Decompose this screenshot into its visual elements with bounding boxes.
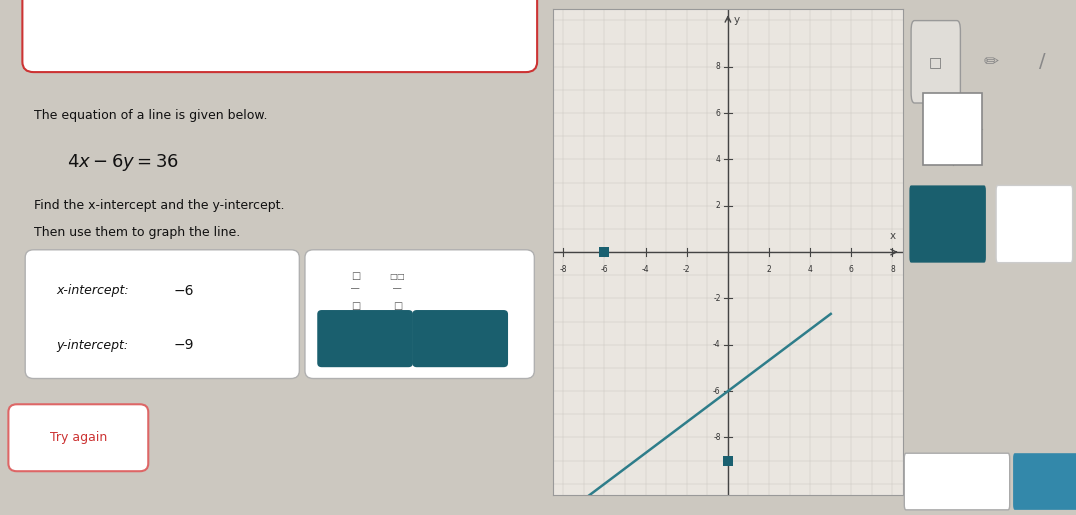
Text: x-intercept:: x-intercept:	[56, 284, 128, 298]
Text: □: □	[351, 271, 359, 281]
FancyBboxPatch shape	[23, 0, 537, 72]
Text: ―: ―	[393, 284, 401, 293]
Text: −9: −9	[173, 338, 194, 352]
Text: -8: -8	[713, 433, 721, 442]
Text: -4: -4	[641, 265, 650, 274]
Text: -6: -6	[713, 387, 721, 396]
Text: □□: □□	[390, 272, 406, 281]
Text: y: y	[734, 15, 740, 25]
FancyBboxPatch shape	[996, 185, 1073, 263]
Text: • Graph: You may have entered the opposite of the x-coordinate for one of your p: • Graph: You may have entered the opposi…	[56, 23, 511, 33]
Text: The equation of a line is given below.: The equation of a line is given below.	[33, 109, 267, 123]
FancyBboxPatch shape	[25, 250, 299, 379]
Text: y-intercept:: y-intercept:	[56, 338, 128, 352]
Text: Find the x-intercept and the y-intercept.: Find the x-intercept and the y-intercept…	[33, 199, 284, 213]
FancyBboxPatch shape	[923, 93, 982, 165]
Text: 4: 4	[716, 155, 721, 164]
Text: 8: 8	[716, 62, 721, 71]
Text: ✏: ✏	[983, 53, 999, 71]
Text: 4: 4	[808, 265, 812, 274]
Text: -2: -2	[683, 265, 691, 274]
Text: ↺: ↺	[1028, 215, 1042, 233]
FancyBboxPatch shape	[305, 250, 535, 379]
Text: Subm: Subm	[1032, 477, 1059, 486]
FancyBboxPatch shape	[1014, 453, 1076, 510]
Text: ×: ×	[939, 215, 955, 233]
Text: 6: 6	[849, 265, 853, 274]
Text: ―: ―	[351, 284, 359, 293]
Text: -2: -2	[713, 294, 721, 303]
Text: ×: ×	[358, 330, 371, 348]
Text: ↺: ↺	[453, 330, 467, 348]
FancyBboxPatch shape	[904, 453, 1009, 510]
Text: 6: 6	[716, 109, 721, 117]
FancyBboxPatch shape	[911, 21, 961, 103]
Text: $4x-6y=36$: $4x-6y=36$	[67, 152, 180, 173]
Text: Then use them to graph the line.: Then use them to graph the line.	[33, 226, 240, 239]
Text: -8: -8	[560, 265, 567, 274]
Text: □: □	[351, 301, 359, 311]
Text: □: □	[393, 301, 401, 311]
Text: -4: -4	[713, 340, 721, 349]
FancyBboxPatch shape	[9, 404, 148, 471]
Text: /: /	[1038, 53, 1045, 71]
Text: x: x	[890, 231, 895, 241]
Text: 2: 2	[716, 201, 721, 210]
Text: 8: 8	[890, 265, 895, 274]
Text: □: □	[930, 55, 943, 69]
FancyBboxPatch shape	[412, 310, 508, 367]
FancyBboxPatch shape	[317, 310, 413, 367]
Text: 2: 2	[767, 265, 771, 274]
Text: Save For Later: Save For Later	[924, 477, 990, 486]
Text: Try again: Try again	[49, 431, 107, 444]
Text: −6: −6	[173, 284, 194, 298]
Text: -6: -6	[600, 265, 608, 274]
FancyBboxPatch shape	[909, 185, 986, 263]
